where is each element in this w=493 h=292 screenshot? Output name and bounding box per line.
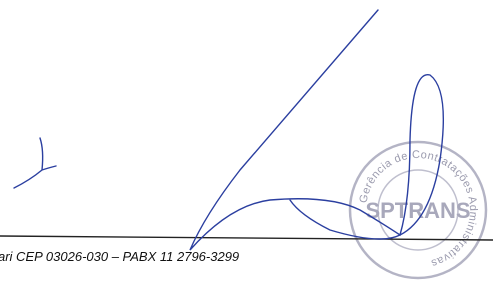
footer-rule <box>0 236 493 240</box>
footer-text: ari CEP 03026-030 – PABX 11 2796-3299 <box>0 249 239 264</box>
signature-right <box>190 10 443 250</box>
signature-left <box>14 138 56 188</box>
document-fragment: Gerência de Contratações Administrativas… <box>0 0 493 292</box>
page: Gerência de Contratações Administrativas… <box>0 0 493 292</box>
stamp: Gerência de Contratações Administrativas… <box>350 142 486 278</box>
